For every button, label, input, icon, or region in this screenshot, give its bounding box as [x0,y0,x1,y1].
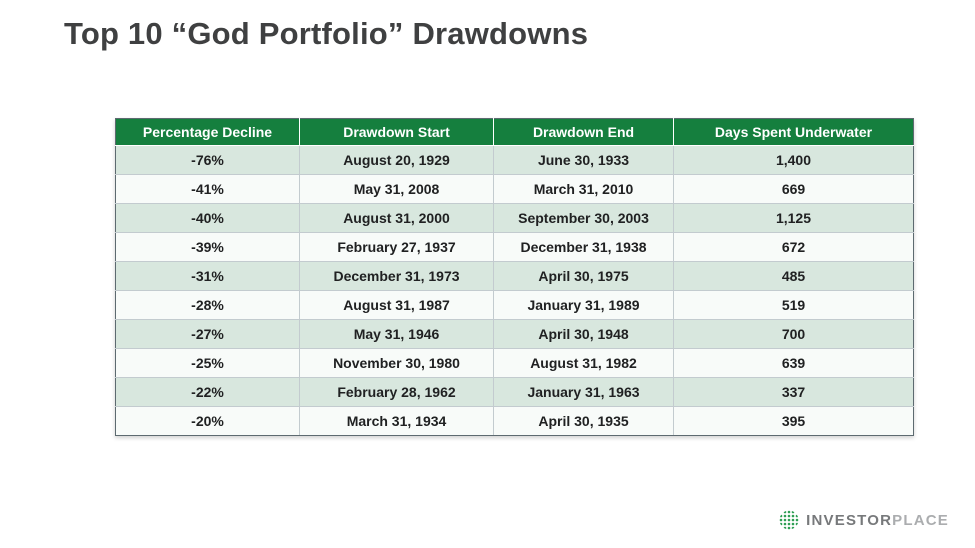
table-cell: 519 [673,290,914,320]
drawdown-table: Percentage Decline Drawdown Start Drawdown… [115,118,914,436]
table-cell: August 31, 1987 [299,290,494,320]
table-row: -22% February 28, 1962 January 31, 1963 337 [115,377,914,407]
table-cell: September 30, 2003 [493,203,674,233]
dotted-globe-icon [779,510,799,530]
table-cell: 639 [673,348,914,378]
table-header: Percentage Decline Drawdown Start Drawdown… [115,118,914,146]
table-row: -20% March 31, 1934 April 30, 1935 395 [115,406,914,436]
logo-wordmark: INVESTORPLACE [806,512,949,529]
table-cell: March 31, 2010 [493,174,674,204]
table-cell: -41% [115,174,300,204]
table-cell: -28% [115,290,300,320]
column-header: Days Spent Underwater [673,118,914,146]
table-cell: December 31, 1938 [493,232,674,262]
table-cell: January 31, 1963 [493,377,674,407]
table-body: -76% August 20, 1929 June 30, 1933 1,400 -41… [115,145,914,436]
table-cell: 672 [673,232,914,262]
table-cell: 669 [673,174,914,204]
table-cell: -20% [115,406,300,436]
table-cell: April 30, 1935 [493,406,674,436]
investorplace-logo: INVESTORPLACE [779,510,949,530]
table-cell: 1,125 [673,203,914,233]
page-title: Top 10 “God Portfolio” Drawdowns [64,16,589,51]
table-cell: August 31, 2000 [299,203,494,233]
table-cell: 700 [673,319,914,349]
table-cell: January 31, 1989 [493,290,674,320]
table-cell: February 28, 1962 [299,377,494,407]
table-row: -39% February 27, 1937 December 31, 1938 67… [115,232,914,262]
column-header: Percentage Decline [115,118,300,146]
table-cell: -22% [115,377,300,407]
header-row: Percentage Decline Drawdown Start Drawdown… [115,118,914,146]
logo-wordmark-secondary: PLACE [892,511,949,529]
table-row: -31% December 31, 1973 April 30, 1975 485 [115,261,914,291]
table-cell: -27% [115,319,300,349]
table-cell: February 27, 1937 [299,232,494,262]
table-cell: -40% [115,203,300,233]
table-cell: 337 [673,377,914,407]
table-row: -28% August 31, 1987 January 31, 1989 519 [115,290,914,320]
table-cell: December 31, 1973 [299,261,494,291]
logo-wordmark-primary: INVESTOR [806,511,893,529]
table-cell: June 30, 1933 [493,145,674,175]
table-cell: August 31, 1982 [493,348,674,378]
table-cell: -39% [115,232,300,262]
table-cell: April 30, 1948 [493,319,674,349]
table-cell: November 30, 1980 [299,348,494,378]
table-cell: May 31, 2008 [299,174,494,204]
table-cell: August 20, 1929 [299,145,494,175]
column-header: Drawdown End [493,118,674,146]
table-cell: 485 [673,261,914,291]
table-cell: 1,400 [673,145,914,175]
table-cell: March 31, 1934 [299,406,494,436]
table-row: -27% May 31, 1946 April 30, 1948 700 [115,319,914,349]
table-cell: May 31, 1946 [299,319,494,349]
table-row: -40% August 31, 2000 September 30, 2003 1,1… [115,203,914,233]
table-cell: -31% [115,261,300,291]
table-cell: 395 [673,406,914,436]
table-cell: -76% [115,145,300,175]
table-row: -76% August 20, 1929 June 30, 1933 1,400 [115,145,914,175]
table-cell: -25% [115,348,300,378]
table-row: -41% May 31, 2008 March 31, 2010 669 [115,174,914,204]
column-header: Drawdown Start [299,118,494,146]
table-cell: April 30, 1975 [493,261,674,291]
table-row: -25% November 30, 1980 August 31, 1982 639 [115,348,914,378]
